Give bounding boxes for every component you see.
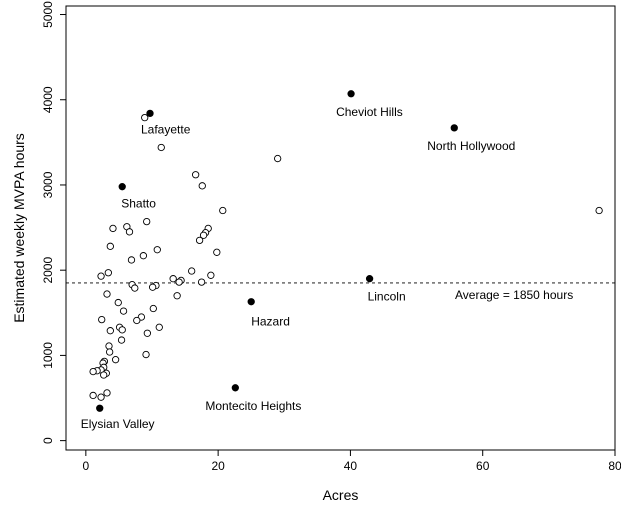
highlighted-data-point: [118, 183, 126, 191]
highlighted-data-point: [450, 124, 458, 132]
data-point: [105, 342, 113, 350]
data-point: [199, 231, 208, 239]
data-point: [125, 228, 134, 236]
y-tick-label: 2000: [41, 257, 55, 284]
point-label: Shatto: [121, 197, 156, 211]
data-point: [143, 329, 152, 337]
data-point: [197, 278, 206, 286]
data-point: [103, 389, 111, 397]
data-point: [106, 327, 114, 335]
data-point: [98, 315, 106, 324]
highlighted-data-point: [96, 404, 104, 412]
data-point: [103, 290, 111, 298]
data-point: [106, 348, 114, 356]
y-tick-label: 1000: [41, 342, 55, 369]
data-point: [97, 272, 105, 280]
x-tick-label: 60: [476, 459, 490, 473]
data-point: [141, 113, 149, 122]
point-label: Lafayette: [141, 122, 191, 136]
data-points: [89, 90, 603, 412]
data-point: [139, 252, 148, 260]
y-tick-label: 0: [41, 437, 55, 444]
point-label: North Hollywood: [427, 139, 515, 153]
data-point: [114, 298, 122, 307]
point-label: Hazard: [251, 315, 290, 329]
data-point: [89, 367, 97, 376]
x-tick-label: 0: [82, 459, 89, 473]
data-point: [127, 256, 136, 264]
axis-ticks: 0 20 40 60 80 0 1000 2000 3000 4000 5000: [41, 1, 621, 473]
data-point: [100, 371, 108, 379]
point-label: Montecito Heights: [205, 399, 301, 413]
data-point: [149, 304, 157, 313]
plot-frame: [65, 5, 616, 451]
x-tick-label: 40: [344, 459, 358, 473]
point-label: Elysian Valley: [81, 417, 155, 431]
data-point: [198, 182, 206, 190]
data-point: [119, 307, 128, 315]
highlighted-data-point: [146, 109, 154, 118]
data-point: [118, 326, 126, 334]
plot-border: [65, 5, 616, 451]
y-tick-label: 5000: [41, 1, 55, 28]
highlighted-data-point: [347, 90, 355, 98]
x-axis-title: Acres: [323, 487, 359, 503]
data-point: [207, 271, 215, 279]
data-point: [173, 292, 181, 300]
data-point: [133, 316, 141, 325]
data-point: [274, 154, 282, 163]
highlighted-data-point: [365, 275, 374, 283]
data-point: [153, 246, 161, 254]
data-point: [131, 284, 139, 292]
data-point: [106, 242, 114, 250]
y-tick-label: 3000: [41, 171, 55, 198]
data-point: [175, 278, 183, 286]
point-label: Cheviot Hills: [336, 105, 403, 119]
point-labels: Lafayette Cheviot Hills North Hollywood Sha…: [81, 105, 516, 431]
reference-line-group: Average = 1850 hours: [66, 282, 615, 302]
data-point: [104, 269, 112, 277]
data-point: [117, 336, 126, 344]
x-tick-label: 80: [608, 459, 621, 473]
x-tick-label: 20: [211, 459, 225, 473]
data-point: [191, 171, 200, 179]
y-axis-title: Estimated weekly MVPA hours: [11, 133, 27, 323]
highlighted-data-point: [231, 384, 239, 392]
data-point: [111, 356, 120, 364]
data-point: [142, 350, 150, 359]
data-point: [213, 248, 221, 256]
data-point: [219, 206, 227, 215]
data-point: [97, 393, 105, 401]
data-point: [89, 391, 97, 400]
point-label: Lincoln: [368, 290, 406, 304]
y-tick-label: 4000: [41, 86, 55, 113]
data-point: [155, 323, 163, 331]
data-point: [195, 236, 204, 245]
data-point: [143, 217, 151, 226]
average-reference-label: Average = 1850 hours: [455, 288, 573, 302]
data-point: [188, 267, 196, 275]
highlighted-data-point: [247, 298, 255, 306]
data-point: [157, 143, 165, 152]
data-point: [169, 275, 177, 283]
data-point: [595, 206, 603, 215]
data-point: [148, 283, 157, 291]
data-point: [109, 224, 117, 233]
